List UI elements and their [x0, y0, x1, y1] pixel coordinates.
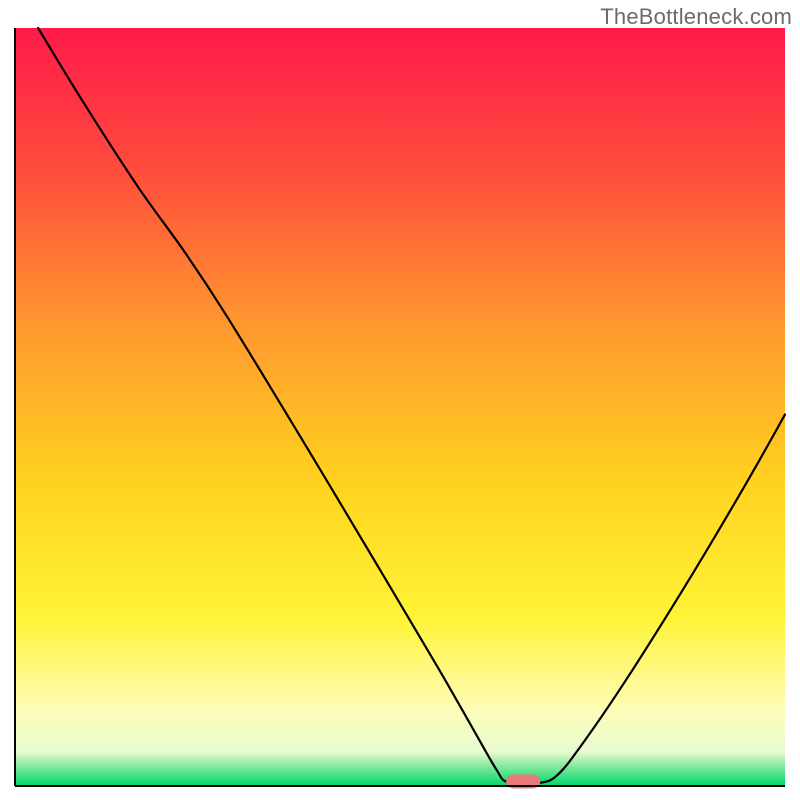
plot-background [15, 28, 785, 786]
watermark-text: TheBottleneck.com [600, 4, 792, 30]
bottleneck-chart: TheBottleneck.com [0, 0, 800, 800]
chart-svg [0, 0, 800, 800]
